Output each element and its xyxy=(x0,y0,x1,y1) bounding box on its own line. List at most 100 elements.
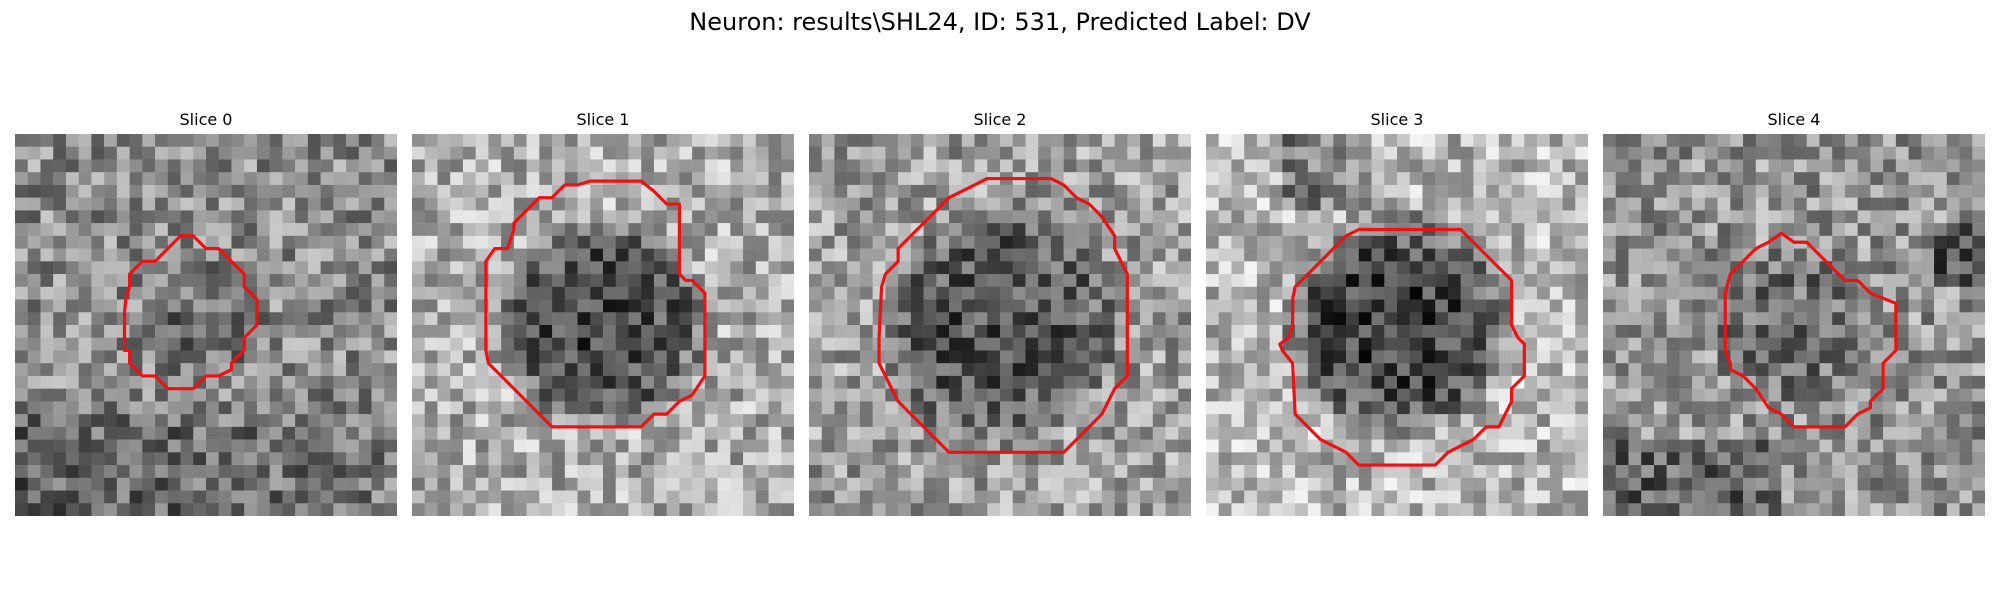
pixel xyxy=(1921,261,1935,275)
pixel xyxy=(1679,223,1693,237)
pixel xyxy=(1679,248,1693,262)
pixel xyxy=(1346,197,1360,211)
pixel xyxy=(437,325,451,338)
pixel xyxy=(1231,235,1245,249)
pixel xyxy=(704,312,718,326)
pixel xyxy=(1806,223,1820,237)
pixel xyxy=(717,325,731,338)
pixel xyxy=(1844,363,1858,377)
pixel xyxy=(346,210,360,224)
pixel xyxy=(1152,159,1166,173)
pixel xyxy=(1025,350,1039,364)
pixel xyxy=(193,261,207,275)
pixel xyxy=(1743,465,1757,479)
pixel xyxy=(1000,312,1013,326)
pixel xyxy=(1256,235,1270,249)
pixel xyxy=(885,146,899,160)
pixel xyxy=(1101,350,1115,364)
pixel xyxy=(424,401,438,415)
pixel xyxy=(949,197,963,211)
pixel xyxy=(1615,388,1629,402)
pixel xyxy=(462,184,476,198)
pixel xyxy=(282,159,296,173)
pixel xyxy=(821,184,835,198)
pixel xyxy=(1231,490,1245,504)
pixel xyxy=(1844,465,1858,479)
pixel xyxy=(475,235,489,249)
pixel xyxy=(40,261,54,275)
pixel xyxy=(193,439,207,453)
pixel xyxy=(1206,401,1219,415)
pixel xyxy=(1165,134,1179,147)
pixel xyxy=(1089,159,1103,173)
pixel xyxy=(1486,146,1500,160)
pixel xyxy=(65,350,79,364)
pixel xyxy=(552,134,566,147)
pixel xyxy=(1000,490,1013,504)
pixel xyxy=(1704,325,1718,338)
pixel xyxy=(974,465,988,479)
slice-title: Slice 1 xyxy=(576,110,630,129)
pixel xyxy=(1025,159,1039,173)
pixel xyxy=(1934,414,1948,428)
pixel xyxy=(1537,477,1551,491)
pixel xyxy=(1946,337,1960,351)
pixel xyxy=(1883,274,1897,288)
pixel xyxy=(603,134,616,147)
pixel xyxy=(1409,503,1423,516)
pixel xyxy=(371,248,385,262)
pixel xyxy=(412,375,425,389)
pixel xyxy=(53,235,67,249)
pixel xyxy=(590,146,604,160)
pixel xyxy=(282,299,296,313)
pixel xyxy=(384,414,397,428)
pixel xyxy=(847,414,861,428)
pixel xyxy=(885,439,899,453)
pixel xyxy=(1806,337,1820,351)
pixel xyxy=(450,299,464,313)
pixel xyxy=(1371,197,1385,211)
pixel xyxy=(1870,477,1884,491)
pixel xyxy=(40,184,54,198)
pixel xyxy=(539,490,553,504)
pixel xyxy=(1603,375,1616,389)
pixel xyxy=(65,299,79,313)
pixel xyxy=(859,159,873,173)
pixel xyxy=(590,414,604,428)
pixel xyxy=(1755,477,1769,491)
pixel xyxy=(1603,210,1616,224)
pixel xyxy=(564,146,578,160)
pixel xyxy=(653,503,667,516)
pixel xyxy=(1781,465,1795,479)
pixel xyxy=(1422,452,1436,466)
pixel xyxy=(1704,465,1718,479)
pixel xyxy=(65,172,79,186)
pixel xyxy=(1628,184,1642,198)
pixel xyxy=(936,286,950,300)
pixel xyxy=(1819,503,1833,516)
pixel xyxy=(295,439,309,453)
pixel xyxy=(1895,388,1909,402)
pixel xyxy=(615,299,629,313)
pixel xyxy=(1282,197,1296,211)
pixel xyxy=(755,350,769,364)
pixel xyxy=(371,477,385,491)
pixel xyxy=(53,503,67,516)
pixel xyxy=(1127,337,1141,351)
pixel xyxy=(1537,388,1551,402)
pixel xyxy=(1152,337,1166,351)
pixel xyxy=(27,490,41,504)
pixel xyxy=(1346,337,1360,351)
pixel xyxy=(1435,134,1449,147)
pixel xyxy=(333,274,347,288)
pixel xyxy=(15,375,28,389)
pixel xyxy=(488,490,502,504)
pixel xyxy=(1295,426,1309,440)
pixel xyxy=(1870,414,1884,428)
pixel xyxy=(295,223,309,237)
pixel xyxy=(717,350,731,364)
pixel xyxy=(603,439,616,453)
pixel xyxy=(987,465,1001,479)
pixel xyxy=(1908,134,1922,147)
pixel xyxy=(1206,312,1219,326)
